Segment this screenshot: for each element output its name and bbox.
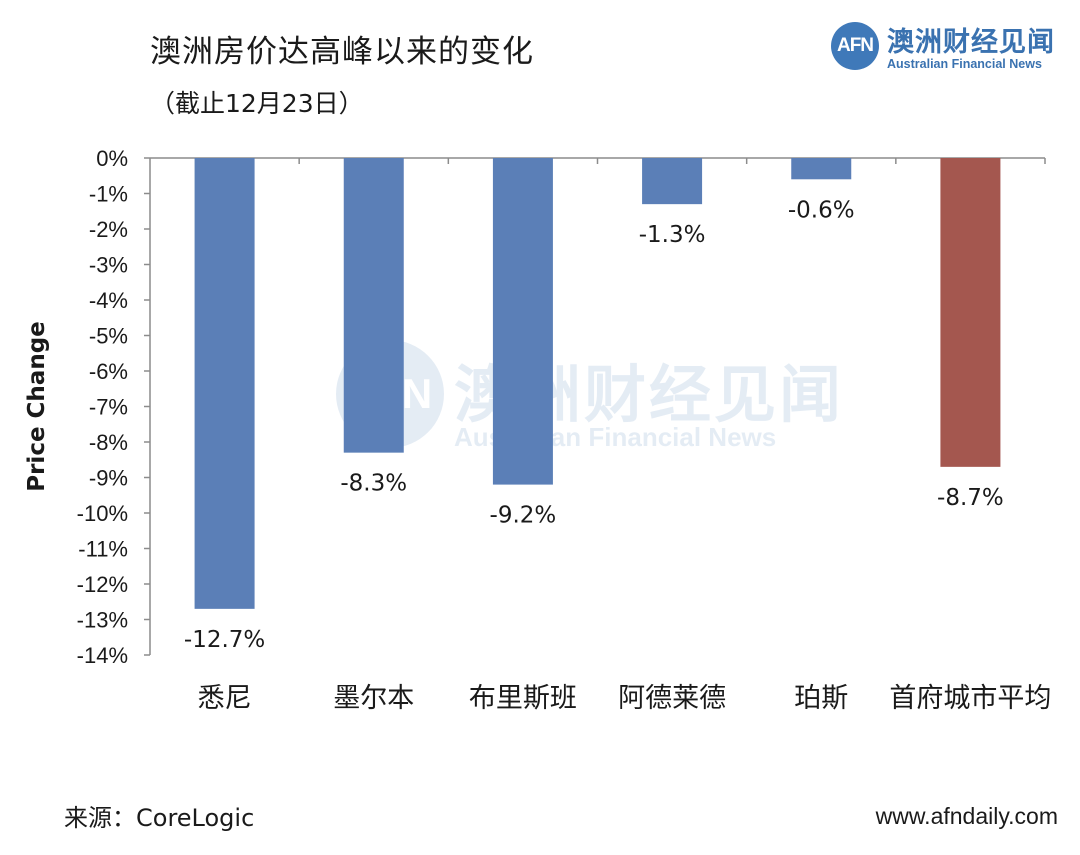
y-tick-label: -4% <box>89 288 128 313</box>
y-tick-label: -6% <box>89 359 128 384</box>
y-tick-label: -5% <box>89 324 128 349</box>
x-category-label: 首府城市平均 <box>889 683 1051 714</box>
y-axis-title: Price Change <box>24 321 50 492</box>
y-tick-label: -2% <box>89 217 128 242</box>
y-tick-label: -10% <box>77 501 128 526</box>
y-tick-label: -7% <box>89 395 128 420</box>
bar-2[interactable] <box>343 158 404 453</box>
source-note: 来源：CoreLogic <box>64 804 255 832</box>
logo-name-en: Australian Financial News <box>887 57 1042 71</box>
data-labels: -12.7% -8.3% -9.2% -1.3% -0.6% -8.7% <box>184 197 1004 653</box>
x-category-label: 悉尼 <box>198 683 252 714</box>
x-category-label: 墨尔本 <box>333 683 414 714</box>
data-label: -8.3% <box>340 471 407 497</box>
data-label: -9.2% <box>490 503 557 529</box>
logo-name-cn: 澳洲财经见闻 <box>887 27 1055 58</box>
y-tick-label: -11% <box>78 537 128 562</box>
bar-5[interactable] <box>791 158 852 180</box>
y-tick-label: 0% <box>96 146 128 171</box>
y-tick-label: -12% <box>77 572 128 597</box>
data-label: -1.3% <box>639 222 706 248</box>
data-label: -0.6% <box>788 197 855 223</box>
y-tick-label: -3% <box>89 253 128 278</box>
bar-6[interactable] <box>940 158 1001 467</box>
bar-1[interactable] <box>194 158 255 609</box>
bar-4[interactable] <box>642 158 703 205</box>
afn-logo-icon: AFN <box>831 22 879 70</box>
x-category-label: 珀斯 <box>794 683 848 714</box>
data-label: -12.7% <box>184 627 265 653</box>
y-tick-label: -1% <box>89 182 128 207</box>
x-category-label: 阿德莱德 <box>618 683 726 714</box>
afn-logo: AFN 澳洲财经见闻 Australian Financial News <box>831 20 1061 76</box>
bars <box>194 158 1001 609</box>
axes: 0% -1% -2% -3% -4% -5% -6% -7% -8% -9% -10% -11% -12… <box>24 146 1051 714</box>
y-tick-label: -13% <box>77 608 128 633</box>
bar-3[interactable] <box>492 158 553 485</box>
y-tick-label: -9% <box>89 466 128 491</box>
chart-subtitle: （截止12月23日） <box>150 89 364 118</box>
y-tick-label: -14% <box>77 643 128 668</box>
x-category-label: 布里斯班 <box>469 683 577 714</box>
chart-title: 澳洲房价达高峰以来的变化 <box>150 34 534 70</box>
y-tick-label: -8% <box>89 430 128 455</box>
data-label: -8.7% <box>937 485 1004 511</box>
website-link[interactable]: www.afndaily.com <box>875 803 1058 829</box>
